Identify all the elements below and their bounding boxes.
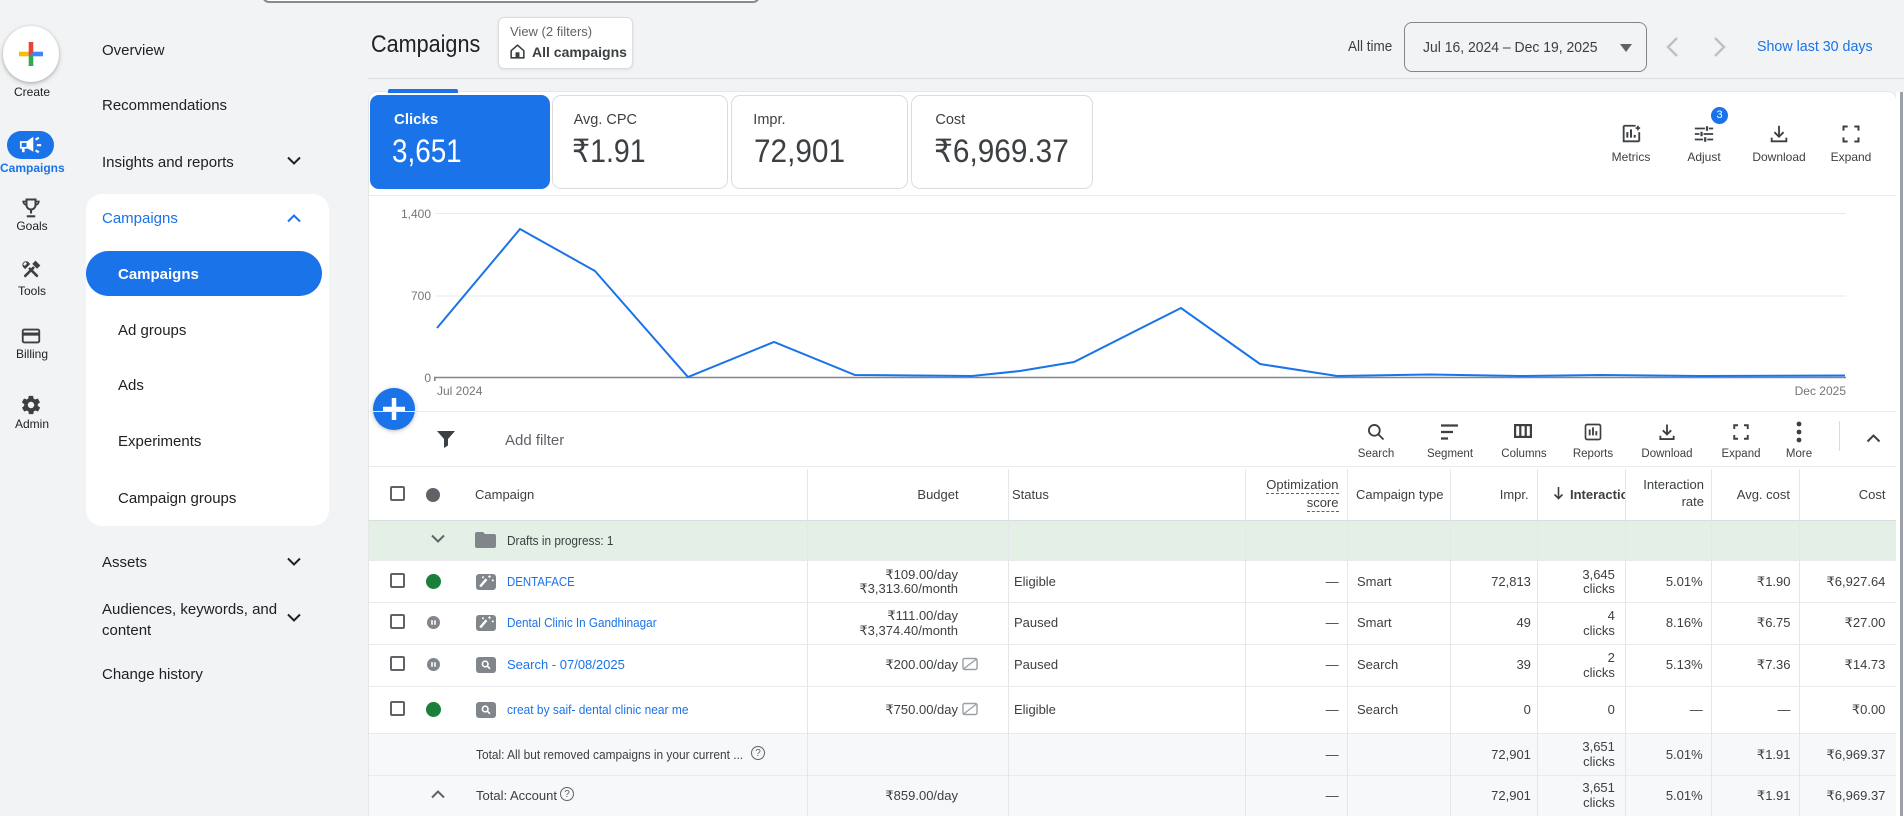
svg-text:Jul 2024: Jul 2024 — [437, 384, 483, 398]
svg-text:0: 0 — [424, 371, 431, 385]
svg-text:Dec 2025: Dec 2025 — [1795, 384, 1847, 398]
svg-text:700: 700 — [411, 289, 431, 303]
svg-text:1,400: 1,400 — [401, 207, 431, 221]
